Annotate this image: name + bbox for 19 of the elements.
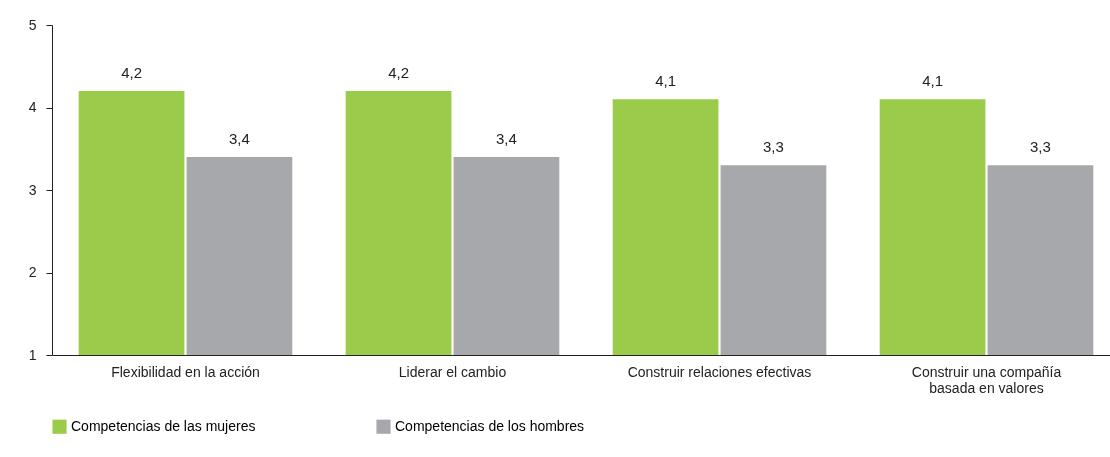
legend-label: Competencias de los hombres [395, 417, 585, 434]
data-label: 3,3 [1030, 138, 1051, 156]
y-tick-label: 3 [28, 181, 37, 198]
data-label: 4,2 [121, 64, 142, 81]
x-tick-label: Liderar el cambio [398, 363, 507, 380]
data-label: 4,1 [655, 72, 676, 90]
data-label: 4,2 [388, 64, 409, 81]
x-tick-label: Construir una compañía basada en valores [911, 363, 1062, 396]
y-tick-label: 4 [28, 99, 37, 115]
y-tick-label: 1 [28, 346, 37, 363]
x-tick-label: Construir relaciones efectivas [627, 363, 812, 380]
data-label: 3,4 [229, 130, 250, 147]
data-label: 4,1 [922, 72, 943, 90]
data-label: 3,3 [763, 138, 784, 156]
x-tick-label: Flexibilidad en la acción [111, 363, 260, 380]
y-tick-label: 2 [28, 264, 37, 280]
legend-label: Competencias de las mujeres [71, 417, 256, 434]
data-label: 3,4 [496, 130, 517, 147]
y-tick-label: 5 [28, 16, 37, 33]
